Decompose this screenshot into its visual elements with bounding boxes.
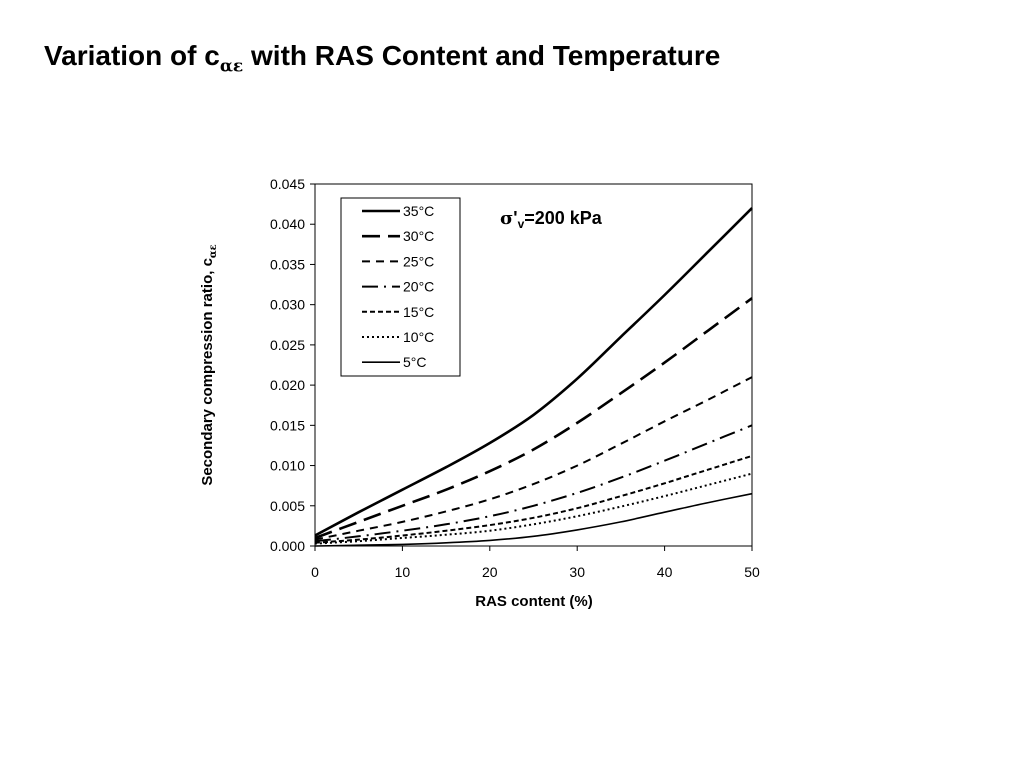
series-line-20C (314, 424, 753, 543)
y-axis: 0.000 0.005 0.010 0.015 0.020 0.025 0.030 0.035… (270, 176, 315, 554)
x-tick-label: 40 (657, 564, 673, 580)
series-line-15C (314, 454, 753, 544)
y-tick-label: 0.020 (270, 377, 305, 393)
legend-box (340, 197, 461, 377)
slide-title-main: Variation of c (44, 40, 220, 71)
y-tick-label: 0.030 (270, 297, 305, 313)
series-line-5C (314, 492, 753, 547)
slide-title: Variation of cαε with RAS Content and Te… (44, 40, 720, 77)
series-line-25C (314, 376, 753, 541)
y-tick-label: 0.000 (270, 538, 305, 554)
y-axis-title-subscript: αε (208, 244, 219, 258)
x-tick-label: 0 (311, 564, 319, 580)
x-axis: 0 10 20 30 40 50 (311, 546, 760, 580)
x-axis-title: RAS content (%) (475, 593, 593, 610)
y-axis-title-main: Secondary compression ratio, c (199, 258, 216, 486)
x-tick-label: 20 (482, 564, 498, 580)
y-tick-label: 0.005 (270, 498, 305, 514)
stress-annotation: σ'v=200 kPa (500, 208, 603, 231)
annotation-subscript: v (518, 217, 525, 231)
slide-title-rest: with RAS Content and Temperature (243, 40, 721, 71)
annotation-prime: ' (513, 208, 517, 228)
annotation-sigma: σ (500, 208, 513, 229)
x-tick-label: 30 (569, 564, 585, 580)
series-line-35C (314, 207, 753, 537)
legend-label: 15°C (403, 304, 434, 320)
legend-label: 25°C (403, 253, 434, 269)
legend-label: 20°C (403, 279, 434, 295)
legend-label: 5°C (403, 354, 427, 370)
legend-label: 30°C (403, 228, 434, 244)
x-tick-label: 50 (744, 564, 760, 580)
legend-label: 35°C (403, 203, 434, 219)
y-tick-label: 0.015 (270, 417, 305, 433)
y-tick-label: 0.040 (270, 216, 305, 232)
series-line-30C (314, 297, 753, 540)
y-tick-label: 0.025 (270, 337, 305, 353)
y-tick-label: 0.045 (270, 176, 305, 192)
x-tick-label: 10 (395, 564, 411, 580)
series-lines (314, 207, 753, 547)
legend-label: 10°C (403, 329, 434, 345)
plot-frame (314, 183, 753, 547)
y-axis-title: Secondary compression ratio, cαε (199, 244, 219, 485)
y-tick-label: 0.035 (270, 256, 305, 272)
y-tick-label: 0.010 (270, 458, 305, 474)
plot-area (314, 183, 753, 547)
annotation-text: =200 kPa (524, 208, 603, 228)
series-line-10C (314, 472, 753, 545)
legend: 35°C 30°C 25°C 20°C 15°C 10°C 5°C (340, 197, 461, 377)
slide-title-subscript: αε (219, 56, 244, 77)
